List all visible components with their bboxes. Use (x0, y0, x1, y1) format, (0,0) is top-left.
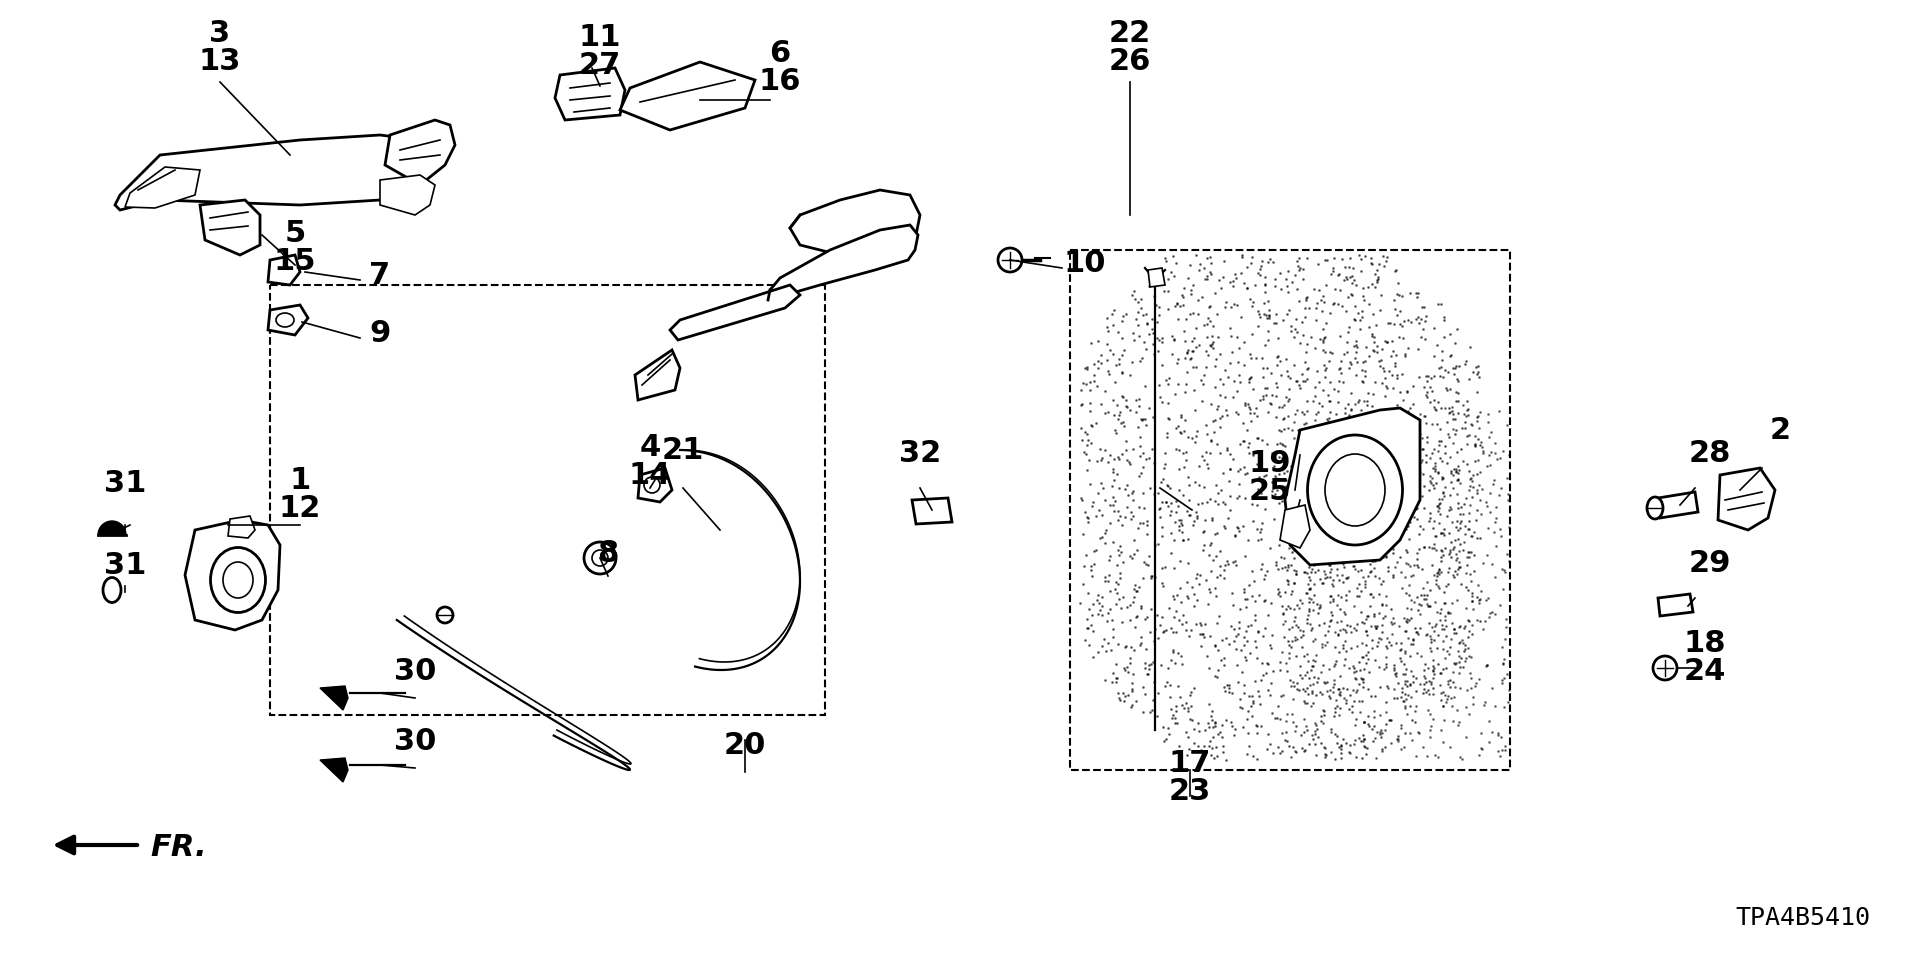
Text: 31: 31 (104, 469, 146, 498)
Bar (271, 285, 826, 715)
Polygon shape (636, 350, 680, 400)
Polygon shape (768, 225, 918, 300)
Text: 31: 31 (104, 551, 146, 580)
Polygon shape (386, 120, 455, 185)
Polygon shape (1281, 505, 1309, 548)
Text: 28: 28 (1690, 439, 1732, 468)
Text: 20: 20 (724, 731, 766, 760)
Ellipse shape (104, 578, 121, 603)
Text: 21: 21 (662, 436, 705, 465)
Polygon shape (200, 200, 259, 255)
Text: 10: 10 (1064, 249, 1106, 278)
Ellipse shape (1647, 497, 1663, 519)
Polygon shape (321, 686, 348, 710)
Polygon shape (670, 285, 801, 340)
Polygon shape (789, 190, 920, 260)
Text: 4: 4 (639, 433, 660, 462)
Text: 27: 27 (578, 51, 622, 80)
Bar (1069, 250, 1509, 770)
Polygon shape (555, 68, 626, 120)
Polygon shape (184, 520, 280, 630)
Polygon shape (380, 175, 436, 215)
Text: 14: 14 (628, 461, 672, 490)
Text: 25: 25 (1248, 477, 1290, 506)
Text: 15: 15 (275, 247, 317, 276)
Text: 7: 7 (369, 261, 390, 290)
Text: 13: 13 (200, 47, 242, 76)
Polygon shape (321, 758, 348, 782)
Text: 30: 30 (394, 657, 436, 686)
Wedge shape (98, 521, 127, 535)
Polygon shape (125, 167, 200, 208)
Text: 2: 2 (1770, 416, 1791, 445)
Circle shape (998, 248, 1021, 272)
Text: TPA4B5410: TPA4B5410 (1736, 906, 1870, 930)
Circle shape (584, 542, 616, 574)
Ellipse shape (211, 547, 265, 612)
Polygon shape (115, 135, 430, 210)
Text: 12: 12 (278, 494, 321, 523)
Polygon shape (269, 255, 300, 285)
Text: 23: 23 (1169, 777, 1212, 806)
Ellipse shape (1325, 454, 1384, 526)
Text: 32: 32 (899, 439, 941, 468)
Ellipse shape (1308, 435, 1402, 545)
Text: 3: 3 (209, 19, 230, 48)
Text: 30: 30 (394, 727, 436, 756)
Text: 9: 9 (369, 319, 390, 348)
Text: 26: 26 (1110, 47, 1152, 76)
Text: 29: 29 (1690, 549, 1732, 578)
Text: 19: 19 (1248, 449, 1292, 478)
Text: 11: 11 (578, 23, 622, 52)
Polygon shape (1659, 594, 1693, 616)
Circle shape (643, 477, 660, 493)
Text: 24: 24 (1684, 657, 1726, 686)
Text: 16: 16 (758, 67, 801, 96)
Polygon shape (912, 498, 952, 524)
Text: 18: 18 (1684, 629, 1726, 658)
Polygon shape (1659, 492, 1697, 518)
Ellipse shape (276, 313, 294, 327)
Polygon shape (1284, 408, 1421, 565)
Circle shape (1653, 656, 1676, 680)
Ellipse shape (223, 562, 253, 598)
Polygon shape (269, 305, 307, 335)
Circle shape (591, 550, 609, 566)
Text: 6: 6 (770, 39, 791, 68)
Text: 17: 17 (1169, 749, 1212, 778)
Polygon shape (1148, 268, 1165, 287)
Polygon shape (1718, 468, 1774, 530)
Polygon shape (620, 62, 755, 130)
Text: 22: 22 (1110, 19, 1152, 48)
Circle shape (438, 607, 453, 623)
Text: 8: 8 (597, 539, 618, 568)
Polygon shape (228, 516, 255, 538)
Text: FR.: FR. (150, 833, 207, 862)
Text: 1: 1 (290, 466, 311, 495)
Text: 5: 5 (284, 219, 305, 248)
Polygon shape (637, 468, 672, 502)
